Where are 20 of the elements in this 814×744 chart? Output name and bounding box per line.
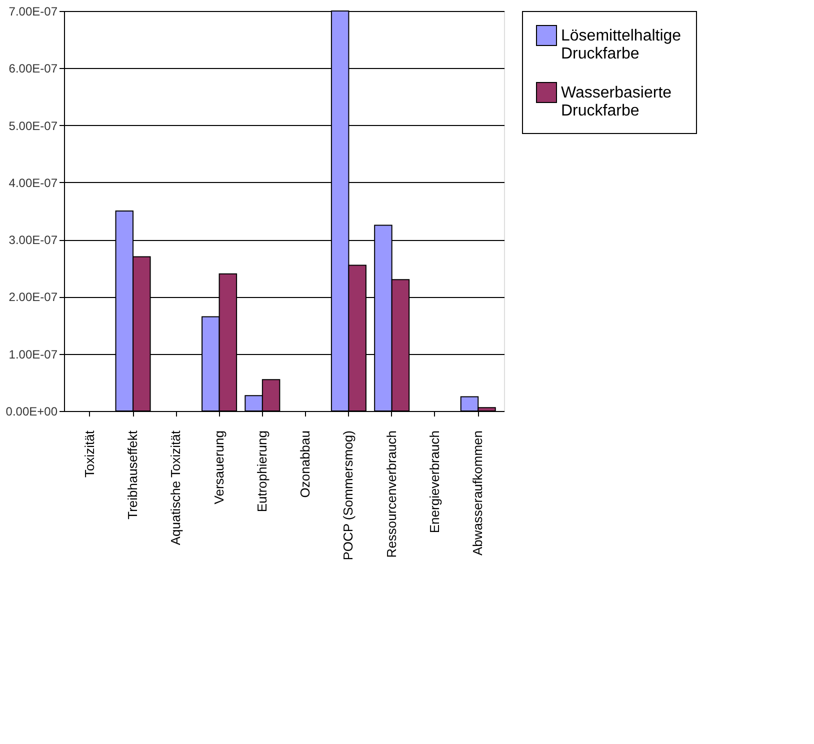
x-tick-label: Treibhauseffekt xyxy=(125,430,140,520)
x-tick-label: Energieverbrauch xyxy=(426,430,442,534)
x-tick-label: Versauerung xyxy=(211,430,226,504)
x-tick-label: POCP (Sommersmog) xyxy=(340,430,356,560)
y-tick-label: 5.00E-07 xyxy=(8,118,58,133)
legend-label: Lösemittelhaltige Druckfarbe xyxy=(561,28,682,62)
x-tick-label: Aquatische Toxizität xyxy=(168,430,184,546)
y-tick-label: 4.00E-07 xyxy=(8,176,58,190)
legend-label: Wasserbasierte Druckfarbe xyxy=(561,84,672,120)
y-tick-label: 7.00E-07 xyxy=(8,4,58,18)
y-tick-label: 2.00E-07 xyxy=(8,290,58,304)
y-tick-label: 1.00E-07 xyxy=(8,347,58,362)
x-tick-label: Ozonabbau xyxy=(298,430,313,498)
x-tick-label: Abwasseraufkommen xyxy=(470,430,486,556)
x-tick-label: Ressourcenverbrauch xyxy=(384,430,399,558)
y-tick-label: 6.00E-07 xyxy=(8,62,58,76)
y-tick-label: 0.00E+00 xyxy=(6,404,58,418)
x-tick-label: Eutrophierung xyxy=(254,430,270,512)
y-tick-label: 3.00E-07 xyxy=(8,233,58,248)
x-tick-label: Toxizität xyxy=(82,430,97,478)
